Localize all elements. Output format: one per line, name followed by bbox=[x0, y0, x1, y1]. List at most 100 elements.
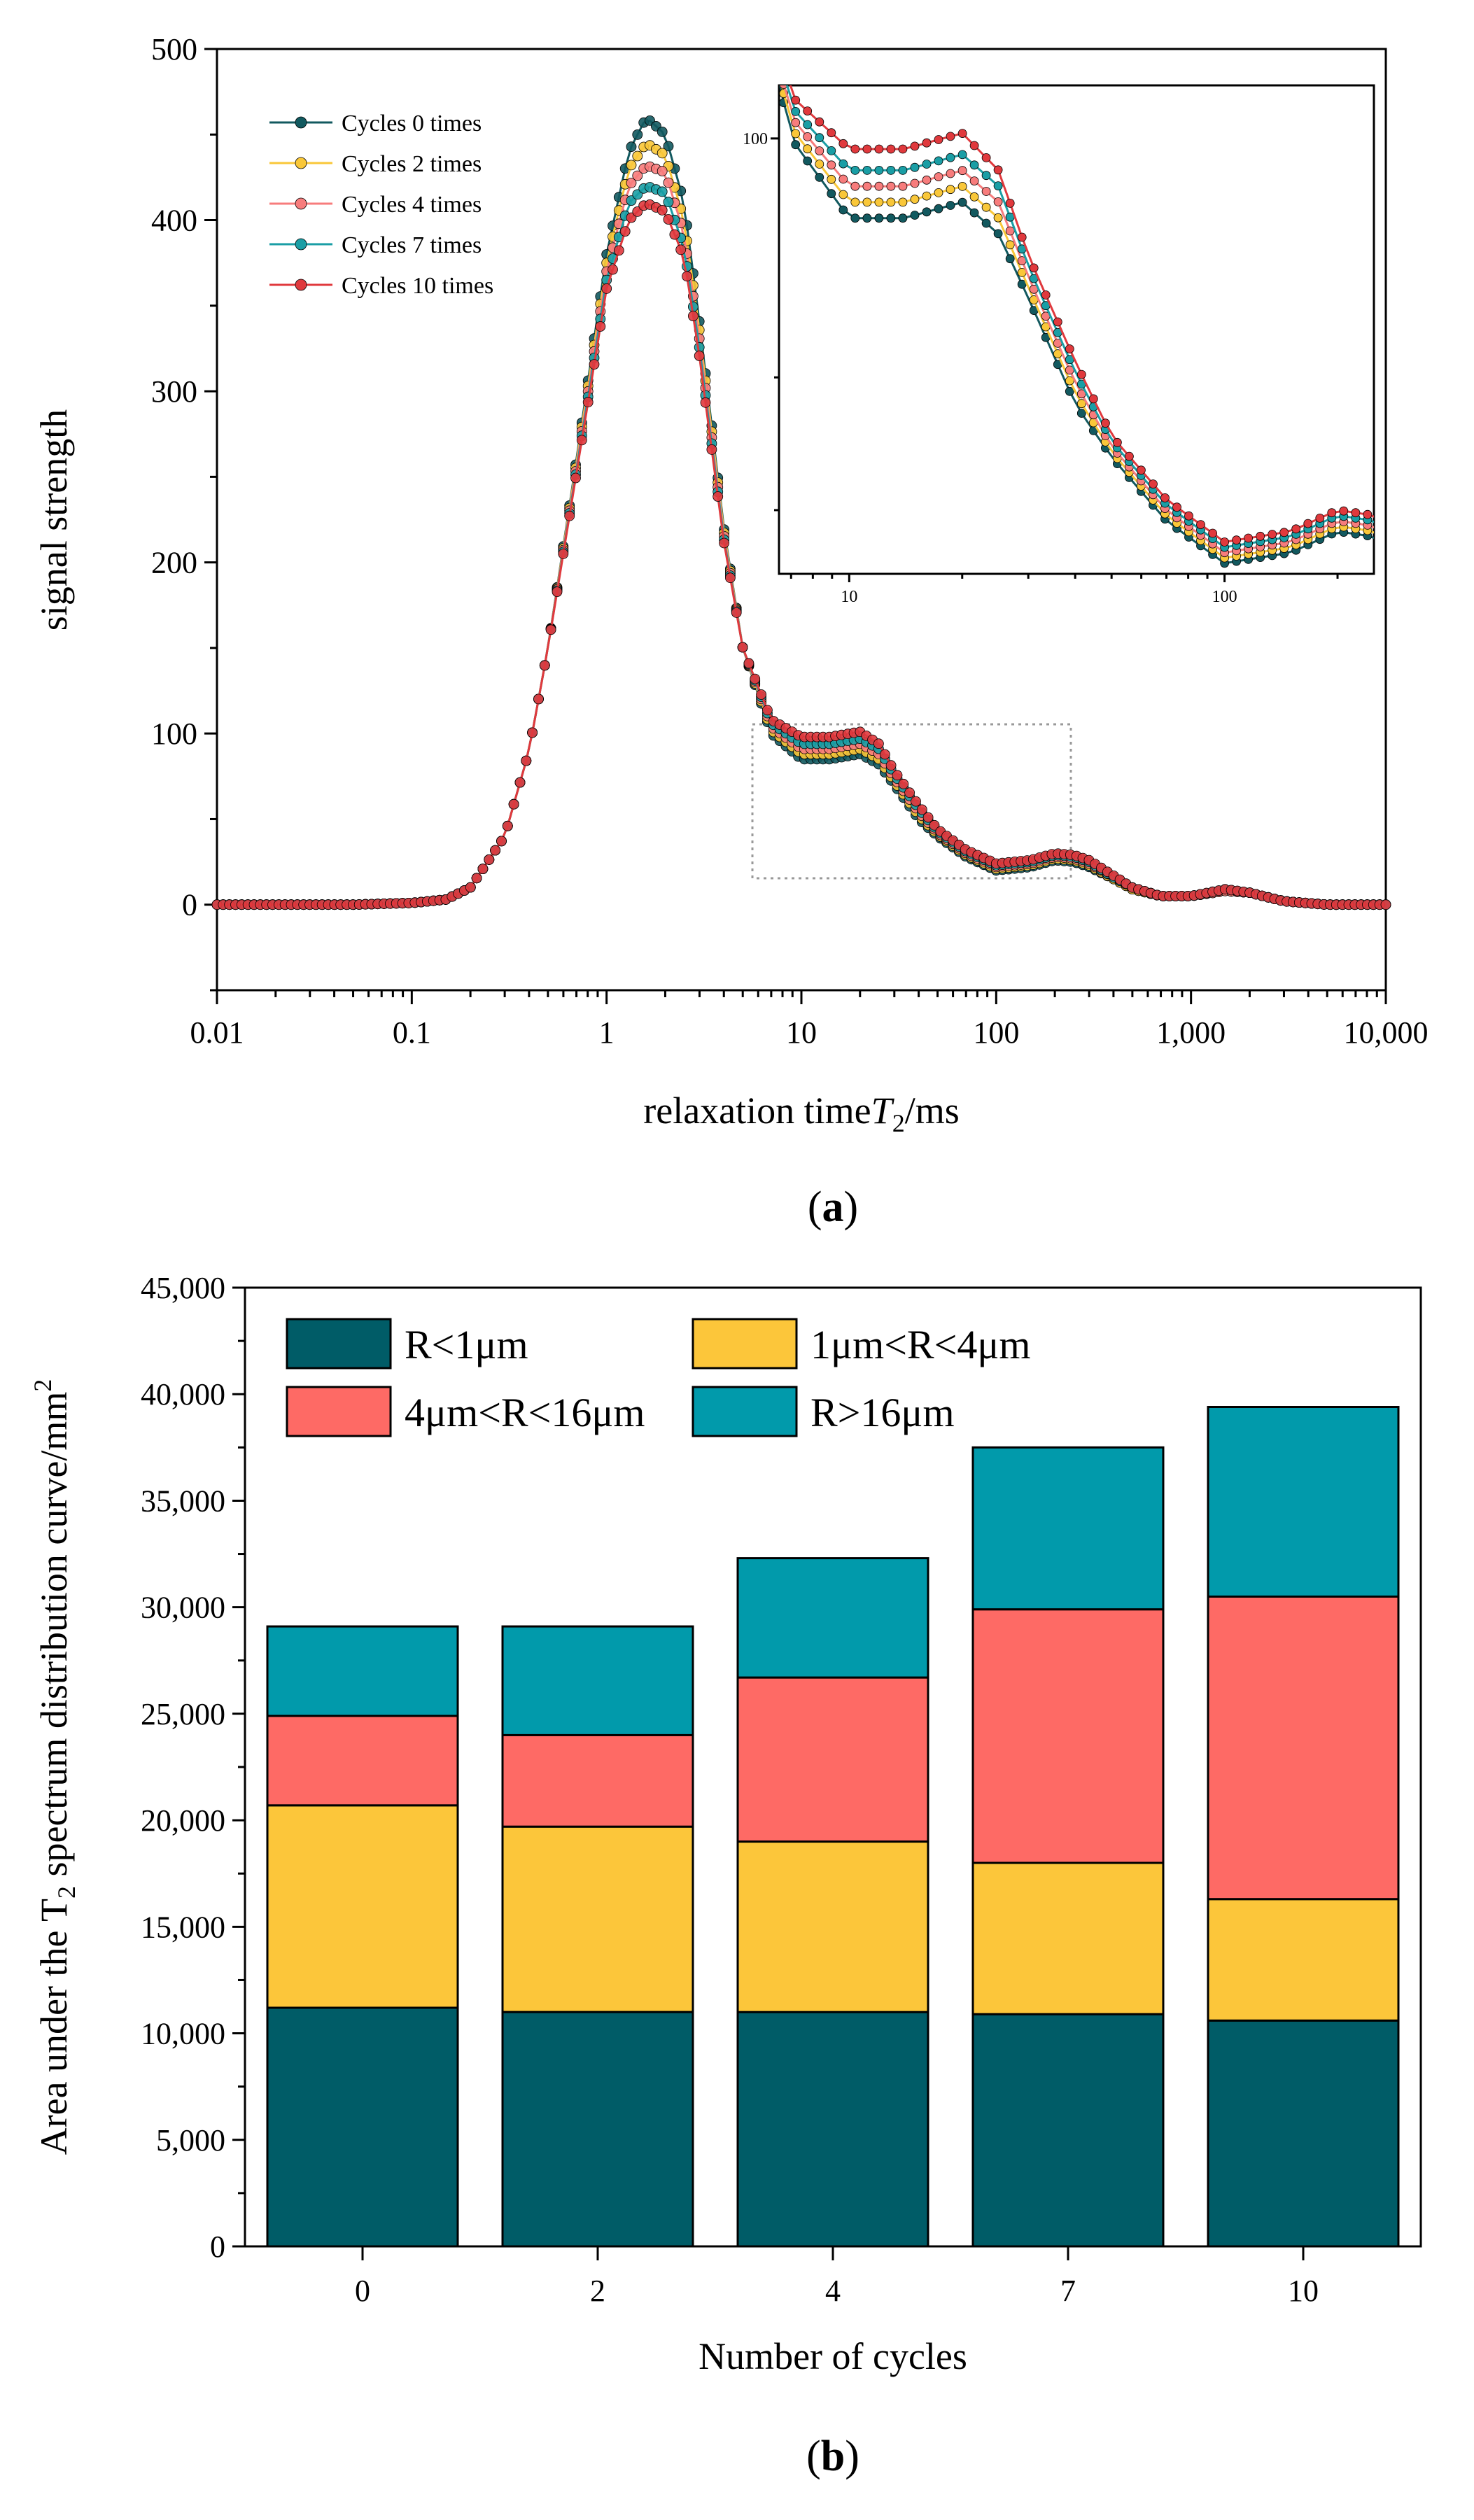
inset-marker bbox=[969, 160, 979, 170]
inset-marker bbox=[827, 146, 836, 155]
inset-marker bbox=[862, 213, 872, 223]
inset-marker bbox=[993, 181, 1003, 191]
inset-marker bbox=[981, 171, 991, 181]
inset-marker bbox=[969, 208, 979, 218]
legend-marker bbox=[295, 157, 307, 169]
zoom-region-box bbox=[751, 723, 1072, 880]
panel-b-bars bbox=[266, 1406, 1400, 2248]
bar-segment-2 bbox=[1207, 1595, 1400, 1901]
inset-marker bbox=[862, 165, 872, 175]
panel-b-label: (b) bbox=[806, 2433, 859, 2480]
inset-marker bbox=[957, 150, 967, 160]
x-tick-label: 4 bbox=[825, 2274, 841, 2308]
inset-marker bbox=[898, 213, 908, 223]
inset-marker bbox=[969, 141, 979, 150]
series-marker bbox=[725, 572, 736, 584]
inset-marker bbox=[815, 133, 824, 143]
inset-marker bbox=[1315, 514, 1325, 523]
bar-segment-1 bbox=[971, 1861, 1165, 2015]
legend-marker bbox=[295, 238, 307, 251]
inset-marker bbox=[922, 207, 932, 217]
panel-b-x-ticks: 0 2 4 7 10 bbox=[355, 2246, 1319, 2308]
inset-marker bbox=[1268, 530, 1277, 539]
inset-marker bbox=[1076, 399, 1086, 409]
inset-marker bbox=[1196, 520, 1205, 529]
inset-marker bbox=[886, 197, 896, 207]
inset-marker bbox=[862, 197, 872, 207]
y-tick-label: 500 bbox=[151, 32, 197, 66]
inset-series bbox=[779, 85, 1384, 568]
inset-marker bbox=[1375, 519, 1384, 528]
y-tick-label: 200 bbox=[151, 546, 197, 580]
legend-swatch bbox=[286, 1386, 392, 1437]
series-marker bbox=[564, 510, 575, 521]
x-tick-label: 1 bbox=[599, 1015, 615, 1050]
inset-marker bbox=[946, 169, 955, 178]
y-tick-label: 10,000 bbox=[141, 2017, 225, 2051]
series-marker bbox=[632, 206, 643, 217]
series-marker bbox=[737, 642, 748, 653]
series-marker bbox=[613, 245, 624, 256]
inset-marker bbox=[850, 165, 860, 175]
series-marker bbox=[502, 820, 513, 831]
bar-segment-2 bbox=[736, 1676, 929, 1843]
inset-marker bbox=[874, 181, 884, 191]
series-marker bbox=[632, 189, 643, 200]
inset-marker bbox=[1125, 451, 1134, 461]
inset-ticks: 10 100 100 bbox=[743, 130, 1339, 606]
inset-marker bbox=[1208, 528, 1217, 538]
inset-marker bbox=[1088, 394, 1098, 404]
legend-label: 1μm<R<4μm bbox=[810, 1322, 1031, 1367]
inset-marker bbox=[886, 165, 896, 175]
series-marker bbox=[595, 321, 606, 332]
inset-marker bbox=[981, 187, 991, 196]
series-marker bbox=[700, 397, 711, 408]
inset-marker bbox=[981, 218, 991, 228]
inset-marker bbox=[898, 181, 908, 191]
series-marker bbox=[657, 186, 668, 197]
x-tick-label: 0 bbox=[355, 2274, 370, 2308]
bar-segment-3 bbox=[971, 1446, 1165, 1611]
inset-marker bbox=[838, 139, 848, 148]
inset-marker bbox=[981, 153, 991, 162]
inset-x-tick-label: 100 bbox=[1212, 588, 1237, 606]
series-marker bbox=[904, 787, 915, 798]
inset-marker bbox=[946, 185, 955, 195]
inset-marker bbox=[993, 229, 1003, 239]
inset-marker bbox=[791, 95, 801, 105]
inset-marker bbox=[862, 144, 872, 154]
legend-label: R<1μm bbox=[405, 1322, 528, 1367]
y-tick-label: 35,000 bbox=[141, 1484, 225, 1518]
series-marker bbox=[719, 537, 729, 549]
x-tick-label: 10 bbox=[1288, 2274, 1319, 2308]
bar-segment-3 bbox=[1207, 1406, 1400, 1598]
inset-marker bbox=[898, 144, 908, 154]
inset-marker bbox=[803, 120, 813, 129]
x-tick-label: 10,000 bbox=[1344, 1015, 1429, 1050]
y-tick-label: 15,000 bbox=[141, 1910, 225, 1944]
y-title-sup: 2 bbox=[29, 1379, 57, 1392]
inset-y-tick-label: 100 bbox=[743, 130, 768, 148]
inset-marker bbox=[1351, 508, 1361, 518]
series-marker bbox=[663, 197, 674, 208]
inset-marker bbox=[1220, 537, 1229, 547]
inset-marker bbox=[1375, 525, 1384, 533]
bar-segment-2 bbox=[266, 1715, 459, 1807]
inset-marker bbox=[1339, 506, 1349, 516]
series-marker bbox=[632, 170, 643, 181]
inset-marker bbox=[1160, 493, 1170, 502]
series-marker bbox=[632, 150, 643, 162]
inset-marker bbox=[815, 172, 824, 182]
inset-frame bbox=[778, 84, 1375, 575]
inset-marker bbox=[791, 129, 801, 139]
bar-segment-1 bbox=[736, 1840, 929, 2013]
y-title-sub: 2 bbox=[52, 1886, 80, 1899]
inset-marker bbox=[1363, 509, 1373, 519]
series-marker bbox=[873, 738, 884, 749]
y-tick-label: 0 bbox=[182, 888, 197, 922]
series-marker bbox=[688, 311, 699, 322]
bar-segment-3 bbox=[266, 1625, 459, 1717]
panel-b-stacked-bar-chart: 0 5,000 10,000 15,000 20,000 25,000 30,000 35,0… bbox=[29, 1271, 1422, 2480]
x-title-unit: /ms bbox=[905, 1090, 960, 1132]
inset-marker bbox=[827, 128, 836, 138]
